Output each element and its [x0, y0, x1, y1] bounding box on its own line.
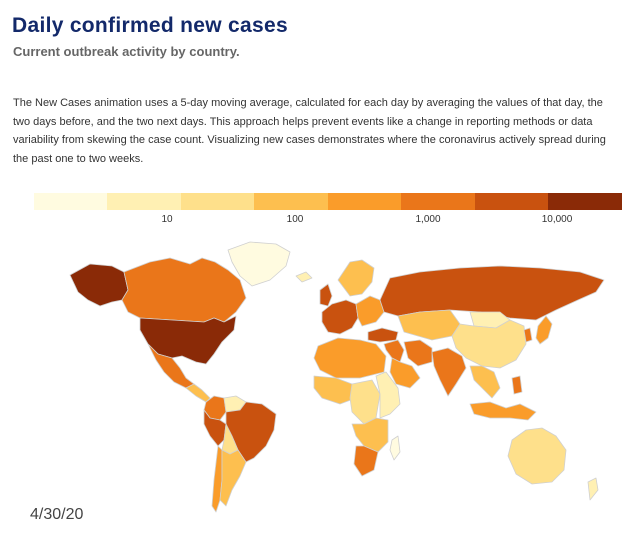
region-east-africa[interactable]	[375, 371, 401, 419]
region-iran[interactable]	[403, 339, 433, 367]
legend-swatch	[181, 193, 254, 210]
region-saudi-arabia[interactable]	[389, 357, 421, 389]
page-title: Daily confirmed new cases	[12, 14, 288, 37]
page-subtitle: Current outbreak activity by country.	[13, 44, 240, 59]
region-north-africa[interactable]	[313, 337, 387, 379]
legend-swatch	[328, 193, 401, 210]
legend-tick-label: 10,000	[541, 214, 573, 225]
region-australia[interactable]	[507, 427, 567, 485]
region-philippines[interactable]	[511, 375, 523, 395]
region-madagascar[interactable]	[389, 435, 401, 461]
region-central-america[interactable]	[185, 383, 211, 403]
legend-swatch	[34, 193, 107, 210]
region-western-europe[interactable]	[321, 299, 359, 335]
region-argentina[interactable]	[219, 449, 247, 507]
region-south-africa[interactable]	[353, 445, 379, 477]
region-central-asia[interactable]	[397, 309, 461, 341]
region-china[interactable]	[451, 319, 527, 369]
region-canada[interactable]	[121, 257, 247, 323]
region-korea[interactable]	[523, 327, 533, 343]
legend-tick-label: 100	[286, 214, 304, 225]
region-southeast-asia[interactable]	[469, 365, 501, 399]
region-japan[interactable]	[535, 315, 553, 345]
region-new-zealand[interactable]	[587, 477, 599, 501]
legend-tick-label: 10	[161, 214, 173, 225]
region-central-africa[interactable]	[349, 379, 381, 425]
region-alaska[interactable]	[69, 263, 129, 307]
region-indonesia[interactable]	[469, 401, 537, 421]
legend-swatch	[254, 193, 328, 210]
legend-swatch	[548, 193, 622, 210]
legend-swatch	[107, 193, 181, 210]
region-iceland[interactable]	[295, 271, 313, 283]
region-india[interactable]	[431, 347, 467, 397]
region-greenland[interactable]	[227, 241, 291, 287]
legend-tick-label: 1,000	[415, 214, 441, 225]
color-legend: 10 100 1,000 10,000	[34, 193, 622, 233]
date-stamp: 4/30/20	[30, 506, 84, 523]
legend-swatch	[475, 193, 548, 210]
region-turkey[interactable]	[367, 327, 399, 343]
region-west-africa[interactable]	[313, 375, 357, 405]
region-chile[interactable]	[211, 445, 223, 513]
region-united-kingdom[interactable]	[319, 283, 333, 307]
region-southern-africa[interactable]	[351, 417, 389, 453]
world-map	[69, 241, 605, 513]
region-eastern-europe[interactable]	[355, 295, 385, 327]
region-scandinavia[interactable]	[337, 259, 375, 297]
legend-swatch	[401, 193, 475, 210]
description-paragraph: The New Cases animation uses a 5-day mov…	[13, 97, 606, 165]
